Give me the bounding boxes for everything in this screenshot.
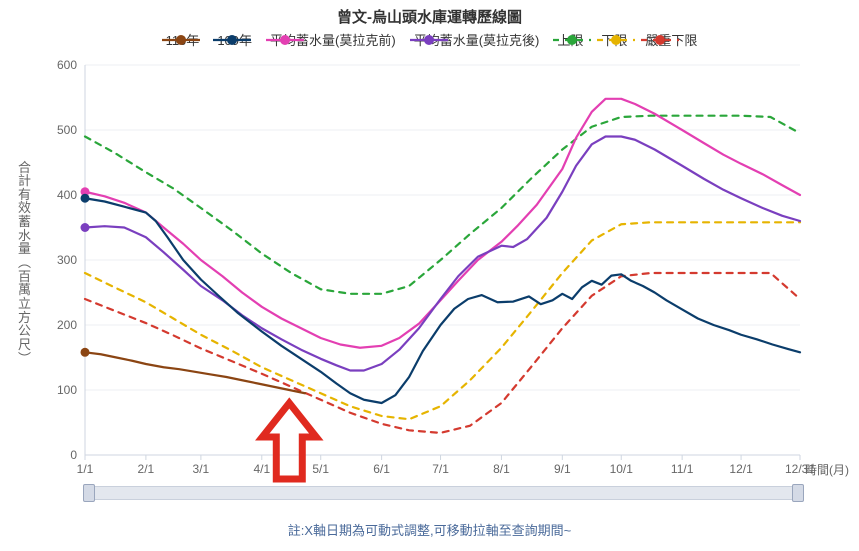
x-tick-label: 7/1 bbox=[432, 462, 449, 476]
x-tick-label: 11/1 bbox=[671, 462, 694, 476]
y-tick-label: 0 bbox=[70, 448, 77, 462]
series-marker-y109 bbox=[81, 194, 90, 203]
y-tick-label: 400 bbox=[57, 188, 77, 202]
series-upper bbox=[85, 116, 800, 294]
x-tick-label: 2/1 bbox=[138, 462, 155, 476]
series-y110 bbox=[85, 352, 305, 393]
x-tick-label: 3/1 bbox=[193, 462, 210, 476]
slider-handle-left[interactable] bbox=[83, 484, 95, 502]
footnote: 註:X軸日期為可動式調整,可移動拉軸至查詢期間~ bbox=[0, 520, 859, 539]
x-tick-label: 12/1 bbox=[729, 462, 753, 476]
series-marker-avg_post bbox=[81, 223, 90, 232]
x-tick-label: 6/1 bbox=[373, 462, 390, 476]
x-axis-label: 時間(月) bbox=[805, 461, 849, 478]
line-chart: 0 100 200 300 400 500 600 1/1 2/1 3/1 4/1 5/1 6/1 7/1… bbox=[0, 0, 859, 551]
x-tick-label: 5/1 bbox=[312, 462, 329, 476]
series-marker-y110 bbox=[81, 348, 90, 357]
y-tick-label: 600 bbox=[57, 58, 77, 72]
x-tick-label: 1/1 bbox=[77, 462, 94, 476]
x-tick-label: 4/1 bbox=[253, 462, 270, 476]
x-tick-label: 9/1 bbox=[554, 462, 571, 476]
y-tick-label: 200 bbox=[57, 318, 77, 332]
y-tick-label: 100 bbox=[57, 383, 77, 397]
slider-handle-right[interactable] bbox=[792, 484, 804, 502]
y-tick-label: 300 bbox=[57, 253, 77, 267]
x-tick-label: 8/1 bbox=[493, 462, 510, 476]
x-tick-label: 10/1 bbox=[610, 462, 634, 476]
time-range-slider[interactable] bbox=[85, 486, 800, 500]
annotation-arrow bbox=[262, 403, 316, 479]
y-tick-label: 500 bbox=[57, 123, 77, 137]
